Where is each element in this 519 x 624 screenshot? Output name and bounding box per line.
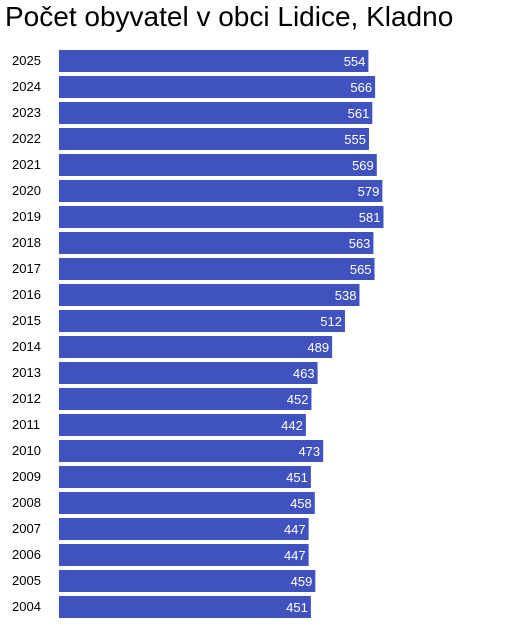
bar-2019 (59, 206, 384, 228)
data-label: 447 (284, 522, 306, 537)
bar-2013 (59, 362, 318, 384)
data-label: 579 (358, 184, 380, 199)
y-tick-label: 2012 (12, 391, 41, 406)
data-label: 447 (284, 548, 306, 563)
data-label: 566 (350, 80, 372, 95)
bar-2021 (59, 154, 377, 176)
y-tick-label: 2023 (12, 105, 41, 120)
bar-2025 (59, 50, 369, 72)
bar-2004 (59, 596, 311, 618)
bar-2012 (59, 388, 312, 410)
y-tick-label: 2019 (12, 209, 41, 224)
y-tick-label: 2014 (12, 339, 41, 354)
data-label: 463 (293, 366, 315, 381)
bar-2020 (59, 180, 383, 202)
y-tick-label: 2004 (12, 599, 41, 614)
y-tick-label: 2015 (12, 313, 41, 328)
data-label: 561 (348, 106, 370, 121)
data-label: 538 (335, 288, 357, 303)
data-label: 451 (286, 470, 308, 485)
bar-2015 (59, 310, 345, 332)
y-tick-label: 2020 (12, 183, 41, 198)
y-tick-label: 2013 (12, 365, 41, 380)
bar-2011 (59, 414, 306, 436)
y-tick-label: 2016 (12, 287, 41, 302)
bar-2016 (59, 284, 360, 306)
y-tick-label: 2025 (12, 53, 41, 68)
data-label: 554 (344, 54, 366, 69)
data-label: 565 (350, 262, 372, 277)
bar-2022 (59, 128, 369, 150)
y-tick-label: 2010 (12, 443, 41, 458)
y-tick-label: 2022 (12, 131, 41, 146)
data-label: 451 (286, 600, 308, 615)
bar-2005 (59, 570, 316, 592)
bar-2008 (59, 492, 315, 514)
data-label: 473 (298, 444, 320, 459)
data-label: 581 (359, 210, 381, 225)
bar-2009 (59, 466, 311, 488)
data-label: 489 (307, 340, 329, 355)
y-tick-label: 2017 (12, 261, 41, 276)
bar-2014 (59, 336, 333, 358)
y-tick-label: 2008 (12, 495, 41, 510)
bar-2018 (59, 232, 374, 254)
bar-2024 (59, 76, 376, 98)
chart-title: Počet obyvatel v obci Lidice, Kladno (5, 1, 454, 32)
y-tick-label: 2021 (12, 157, 41, 172)
y-tick-label: 2007 (12, 521, 41, 536)
bar-2010 (59, 440, 324, 462)
data-label: 555 (344, 132, 366, 147)
y-tick-label: 2024 (12, 79, 41, 94)
data-label: 459 (291, 574, 313, 589)
y-tick-label: 2006 (12, 547, 41, 562)
data-label: 458 (290, 496, 312, 511)
bar-2023 (59, 102, 373, 124)
bar-2006 (59, 544, 309, 566)
data-label: 563 (349, 236, 371, 251)
y-tick-label: 2005 (12, 573, 41, 588)
y-tick-label: 2011 (12, 417, 40, 432)
bar-2007 (59, 518, 309, 540)
data-label: 512 (320, 314, 342, 329)
data-label: 569 (352, 158, 374, 173)
data-label: 442 (281, 418, 303, 433)
y-tick-label: 2009 (12, 469, 41, 484)
bar-2017 (59, 258, 375, 280)
data-label: 452 (287, 392, 309, 407)
y-tick-label: 2018 (12, 235, 41, 250)
